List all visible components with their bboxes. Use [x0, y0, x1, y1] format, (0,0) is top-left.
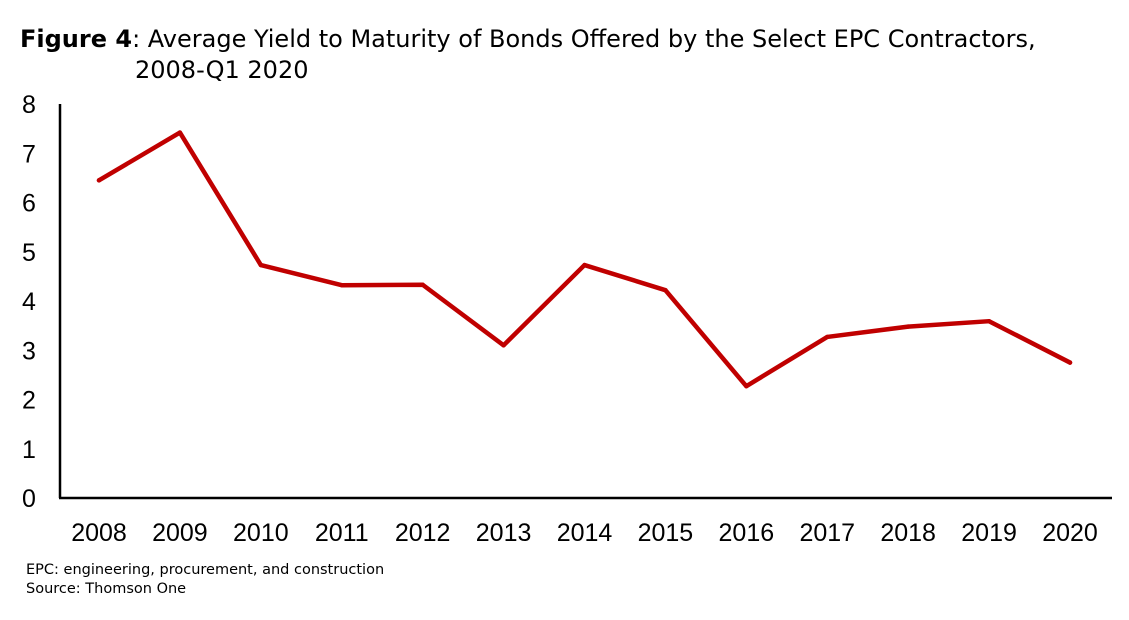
- x-tick-label: 2009: [152, 519, 208, 547]
- chart-title: Figure 4: Average Yield to Maturity of B…: [20, 24, 1110, 86]
- x-axis-ticks: 2008 2009 2010 2011 2012 2013 2014 2015 2016 2017…: [71, 519, 1098, 547]
- y-tick-label: 2: [22, 387, 36, 415]
- title-line-1: Figure 4: Average Yield to Maturity of B…: [20, 24, 1110, 55]
- y-tick-label: 6: [22, 190, 36, 218]
- x-tick-label: 2008: [71, 519, 127, 547]
- data-point: [744, 384, 749, 389]
- y-tick-label: 4: [22, 288, 36, 316]
- x-tick-label: 2012: [395, 519, 451, 547]
- data-point: [986, 318, 992, 324]
- title-line-2: 2008-Q1 2020: [135, 56, 309, 84]
- x-tick-label: 2016: [719, 519, 775, 547]
- x-tick-label: 2018: [880, 519, 936, 547]
- y-tick-label: 8: [22, 91, 36, 119]
- y-axis-ticks: 0 1 2 3 4 5 6 7 8: [22, 91, 36, 513]
- x-tick-label: 2020: [1042, 519, 1098, 547]
- data-point: [905, 324, 911, 329]
- x-tick-label: 2019: [961, 519, 1017, 547]
- footnotes: EPC: engineering, procurement, and const…: [26, 561, 384, 599]
- data-point: [177, 130, 183, 135]
- figure-label: Figure 4: [20, 25, 133, 53]
- y-tick-label: 7: [22, 140, 36, 168]
- y-tick-label: 5: [22, 239, 36, 267]
- series-line: [96, 130, 1073, 389]
- y-tick-label: 1: [22, 436, 36, 464]
- y-tick-label: 0: [22, 485, 36, 513]
- data-point: [339, 283, 344, 288]
- data-point: [1067, 360, 1073, 365]
- data-point: [96, 178, 102, 183]
- x-tick-label: 2014: [557, 519, 613, 547]
- x-tick-label: 2013: [476, 519, 532, 547]
- data-point: [258, 262, 264, 268]
- data-point: [825, 334, 830, 340]
- footnote-definition: EPC: engineering, procurement, and const…: [26, 562, 385, 578]
- axes: [58, 104, 1112, 500]
- x-tick-label: 2017: [799, 519, 855, 547]
- footnote-source: Source: Thomson One: [26, 581, 187, 597]
- title-text: : Average Yield to Maturity of Bonds Off…: [132, 25, 1036, 53]
- data-point: [501, 343, 506, 348]
- data-point: [582, 262, 587, 268]
- x-tick-label: 2010: [233, 519, 289, 547]
- data-point: [663, 287, 668, 293]
- x-tick-label: 2011: [315, 519, 369, 547]
- y-tick-label: 3: [22, 337, 36, 365]
- data-point: [420, 282, 425, 287]
- series-group: [96, 130, 1073, 389]
- x-tick-label: 2015: [638, 519, 694, 547]
